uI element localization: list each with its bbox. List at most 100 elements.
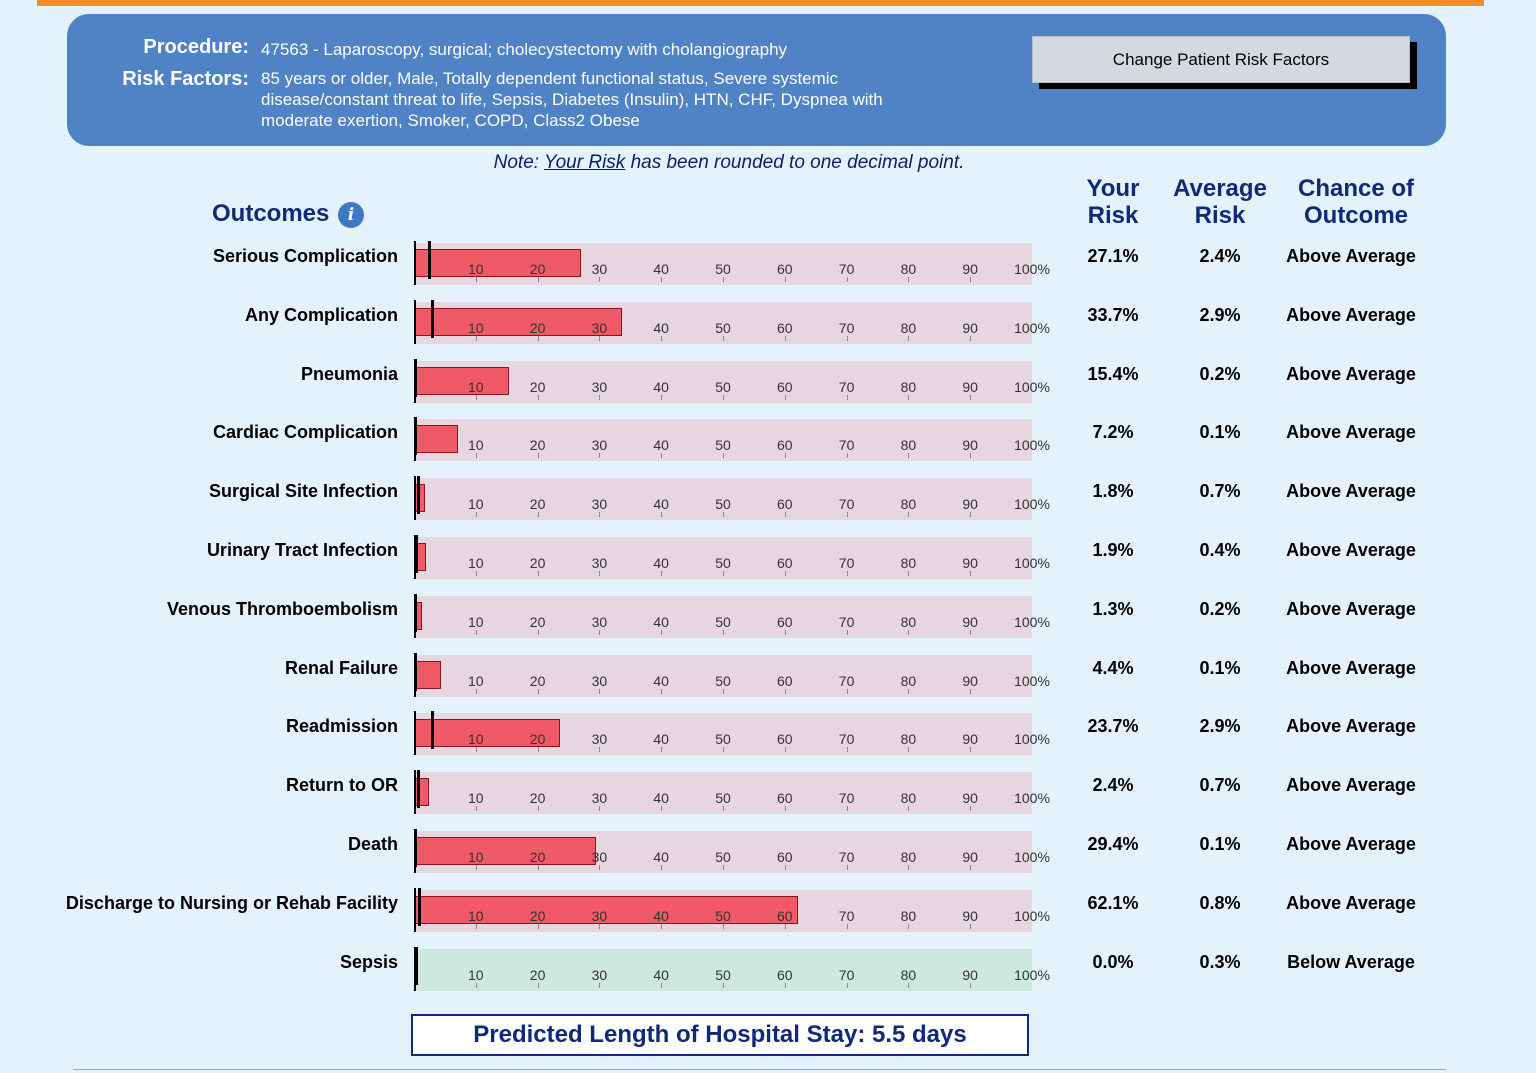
outcome-label: Any Complication [244,305,398,325]
tick-mark [908,689,910,694]
chance-of-outcome-value: Above Average [1286,422,1416,442]
risk-track: 10 20 30 40 50 60 70 80 90 100% [414,594,1050,638]
axis-line [414,711,416,755]
your-risk-bar [414,661,442,689]
tick-mark [475,983,477,988]
tick-label: 100% [1014,849,1050,865]
tick-mark [846,865,848,870]
tick-label: 40 [653,437,669,453]
tick-label: 70 [838,437,855,453]
divider [73,1069,1446,1070]
tick-label: 90 [962,320,978,336]
tick-label: 30 [591,731,608,747]
tick-label: 90 [962,731,978,747]
tick-mark [537,630,539,635]
tick-label: 80 [900,496,917,512]
tick-mark [537,924,539,929]
tick-label: 70 [838,908,855,924]
axis-line [414,476,416,520]
tick-label: 60 [777,614,793,630]
tick-label: 70 [838,849,855,865]
tick-mark [475,747,477,752]
outcome-label: Venous Thromboembolism [166,599,398,619]
tick-label: 60 [777,849,793,865]
tick-mark [537,865,539,870]
tick-label: 100% [1014,614,1050,630]
your-risk-value: 1.8% [1092,481,1134,501]
tick-label: 90 [962,496,978,512]
tick-label: 40 [653,673,669,689]
tick-mark [723,924,724,929]
tick-mark [846,336,848,341]
tick-label: 80 [900,849,917,865]
your-risk-bar [414,308,623,336]
tick-mark [661,924,663,929]
header-line: Outcome [1303,202,1408,229]
chance-of-outcome-value: Above Average [1286,305,1416,325]
risk-track: 10 20 30 40 50 60 70 80 90 100% [414,300,1050,344]
tick-mark [723,806,724,811]
tick-mark [723,865,724,870]
average-risk-value: 0.3% [1199,952,1241,972]
tick-label: 20 [529,379,546,395]
tick-mark [784,630,786,635]
tick-label: 30 [591,673,608,689]
your-risk-link[interactable]: Your Risk [543,152,626,173]
tick-mark [537,395,539,400]
tick-label: 40 [653,731,669,747]
outcome-label: Urinary Tract Infection [206,540,398,560]
tick-label: 30 [591,320,608,336]
tick-mark [908,630,910,635]
tick-label: 10 [468,673,484,689]
tick-label: 90 [962,967,978,983]
tick-label: 10 [468,555,484,571]
procedure-label: Procedure: [143,36,249,58]
tick-mark [908,277,910,282]
tick-mark [970,806,972,811]
risk-factors-label: Risk Factors: [122,68,249,90]
tick-label: 60 [777,555,793,571]
tick-label: 80 [900,731,917,747]
your-risk-value: 0.0% [1092,952,1134,972]
risk-track: 10 20 30 40 50 60 70 80 90 100% [413,829,1050,873]
tick-label: 20 [529,614,546,630]
tick-mark [784,277,786,282]
tick-mark [723,277,724,282]
tick-mark [661,806,663,811]
your-risk-value: 1.3% [1092,599,1134,619]
tick-label: 30 [591,614,608,630]
tick-label: 10 [468,967,484,983]
tick-label: 40 [653,379,669,395]
tick-mark [599,571,601,576]
info-icon[interactable]: i [338,202,364,228]
average-risk-marker [430,711,434,749]
risk-factors-line: disease/constant threat to life, Sepsis,… [261,90,883,109]
your-risk-value: 4.4% [1092,658,1134,678]
tick-mark [846,630,848,635]
tick-mark [846,512,848,517]
tick-mark [970,865,972,870]
tick-mark [723,571,724,576]
tick-mark [475,453,477,458]
change-risk-factors-button[interactable]: Change Patient Risk Factors [1032,36,1410,83]
tick-label: 20 [529,790,546,806]
tick-mark [537,336,539,341]
chance-of-outcome-value: Above Average [1286,540,1416,560]
your-risk-bar [414,425,459,453]
tick-mark [846,806,848,811]
risk-track: 10 20 30 40 50 60 70 80 90 100% [414,770,1050,814]
tick-mark [661,277,663,282]
tick-mark [784,571,786,576]
tick-label: 30 [591,437,608,453]
tick-label: 90 [962,437,978,453]
chance-of-outcome-value: Above Average [1286,364,1416,384]
risk-track: 10 20 30 40 50 60 70 80 90 100% [414,241,1050,285]
tick-mark [723,983,724,988]
tick-label: 90 [962,673,978,689]
tick-mark [970,571,972,576]
length-of-stay-box: Predicted Length of Hospital Stay: 5.5 d… [411,1014,1029,1056]
outcome-label: Discharge to Nursing or Rehab Facility [65,893,398,913]
tick-label: 70 [838,379,855,395]
tick-label: 50 [715,731,731,747]
tick-label: 60 [777,731,793,747]
